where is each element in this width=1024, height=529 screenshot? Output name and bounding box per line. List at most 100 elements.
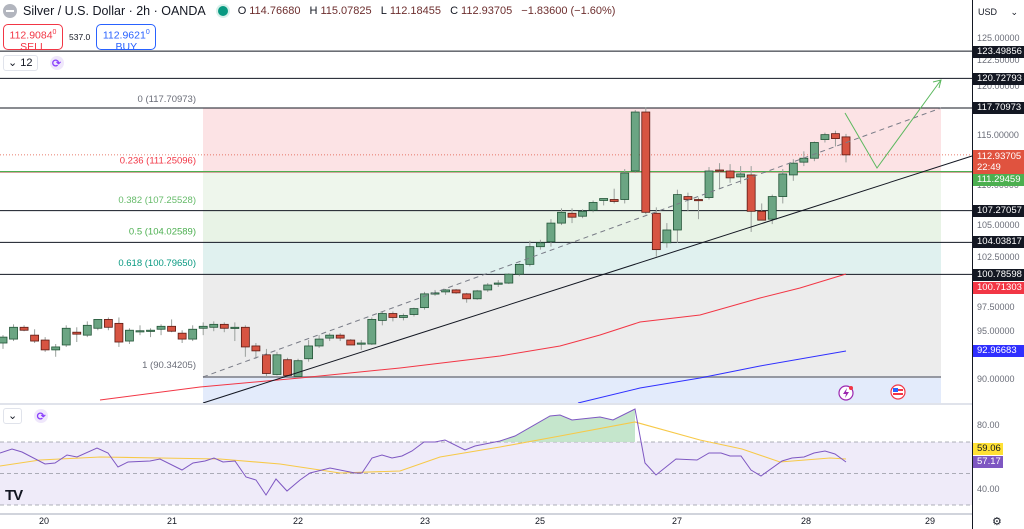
- candle: [230, 322, 240, 342]
- candle: [219, 322, 229, 333]
- candle: [441, 288, 450, 295]
- price-tick: 122.50000: [977, 55, 1020, 65]
- candle: [72, 327, 82, 343]
- high-value: 115.07825: [320, 5, 372, 17]
- lightning-event-icon[interactable]: [838, 385, 854, 401]
- candle: [609, 188, 619, 204]
- candle: [114, 317, 124, 347]
- candle: [546, 219, 556, 247]
- candle: [335, 333, 345, 342]
- sell-button[interactable]: 112.90840 SELL: [3, 24, 63, 52]
- candle: [788, 159, 798, 181]
- cycle-icon[interactable]: ⟳: [34, 409, 49, 423]
- candle: [736, 166, 746, 184]
- candle: [304, 340, 313, 362]
- candle: [472, 289, 482, 300]
- currency-selector[interactable]: USD ⌄: [978, 6, 1018, 18]
- candle: [377, 311, 387, 326]
- candle: [599, 198, 609, 206]
- price-tick: 90.00000: [977, 374, 1015, 384]
- change-value: −1.83600 (−1.60%): [521, 5, 616, 17]
- candle: [125, 328, 134, 344]
- chevron-down-icon: ⌄: [1010, 6, 1018, 17]
- price-label: 104.03817: [973, 236, 1024, 248]
- market-open-icon: [217, 6, 228, 16]
- candle: [536, 239, 545, 250]
- candle: [757, 203, 767, 221]
- time-tick: 21: [166, 516, 178, 526]
- candle: [525, 240, 535, 267]
- svg-text:0.382 (107.25528): 0.382 (107.25528): [118, 195, 196, 206]
- candle: [103, 317, 113, 331]
- svg-text:0.5 (104.02589): 0.5 (104.02589): [129, 227, 196, 238]
- symbol-header: Silver / U.S. Dollar · 2h · OANDA O 114.7…: [0, 0, 618, 22]
- time-tick: 27: [671, 516, 683, 526]
- time-axis[interactable]: [0, 513, 972, 529]
- candle: [61, 325, 71, 347]
- candle: [504, 273, 514, 285]
- rsi-value-label: 57.17: [973, 456, 1003, 468]
- candle: [283, 357, 292, 377]
- candle: [209, 321, 219, 332]
- candle: [30, 329, 40, 344]
- candle: [314, 335, 324, 348]
- collapse-indicators-button[interactable]: ⌄ 12: [3, 55, 38, 71]
- candle: [146, 328, 155, 338]
- buy-button[interactable]: 112.96210 BUY: [96, 24, 157, 52]
- price-label: 100.78598: [973, 269, 1024, 281]
- us-flag-event-icon[interactable]: [890, 384, 906, 400]
- rsi-tick: 40.00: [977, 484, 1000, 494]
- price-tick: 115.00000: [977, 130, 1019, 140]
- time-tick: 20: [38, 516, 50, 526]
- candle: [462, 292, 472, 303]
- candle: [831, 130, 840, 147]
- settings-icon[interactable]: ⚙: [992, 516, 1002, 528]
- candle: [40, 337, 50, 352]
- candle: [641, 107, 651, 215]
- candle: [272, 351, 282, 376]
- candle: [156, 324, 166, 336]
- candle: [557, 208, 566, 226]
- main-indicator-row: ⌄ 12 ⟳: [3, 55, 64, 71]
- symbol-title[interactable]: Silver / U.S. Dollar · 2h · OANDA: [23, 4, 206, 18]
- tradingview-logo[interactable]: TV: [5, 487, 23, 504]
- candle: [673, 189, 682, 243]
- candle: [420, 291, 429, 310]
- candle: [240, 325, 250, 357]
- cycle-icon[interactable]: ⟳: [49, 56, 64, 70]
- price-tick: 125.00000: [977, 33, 1020, 43]
- svg-text:0 (117.70973): 0 (117.70973): [138, 94, 196, 105]
- candle: [809, 141, 819, 162]
- candle: [19, 325, 29, 332]
- candle: [725, 164, 735, 183]
- candle: [367, 317, 377, 345]
- candle: [198, 322, 208, 336]
- low-value: 112.18455: [389, 5, 442, 17]
- price-label: 100.71303: [973, 282, 1024, 294]
- candle: [767, 194, 777, 225]
- price-label: 123.49856: [973, 46, 1024, 58]
- svg-text:1 (90.34205): 1 (90.34205): [142, 360, 196, 371]
- candle: [451, 288, 461, 294]
- collapse-rsi-button[interactable]: ⌄: [3, 408, 23, 424]
- time-tick: 22: [292, 516, 304, 526]
- candle: [325, 333, 335, 342]
- price-axis[interactable]: [972, 0, 1024, 529]
- candle: [51, 343, 61, 357]
- candle: [9, 324, 18, 342]
- candle: [841, 133, 851, 163]
- price-label: 120.72793: [973, 73, 1024, 85]
- candle: [388, 311, 398, 322]
- price-tick: 95.00000: [977, 326, 1015, 336]
- ohlc-values: O 114.76680 H 115.07825 L 112.18455 C 112.93…: [237, 5, 616, 17]
- candle: [620, 169, 630, 204]
- candle: [251, 343, 261, 359]
- candle: [715, 163, 724, 189]
- trade-buttons: 112.90840 SELL 537.0 112.96210 BUY: [3, 24, 157, 52]
- candle: [694, 197, 703, 220]
- price-label: 117.70973: [973, 102, 1024, 114]
- silver-symbol-icon: [3, 4, 17, 18]
- price-label: 107.27057: [973, 205, 1024, 217]
- candle: [746, 166, 756, 232]
